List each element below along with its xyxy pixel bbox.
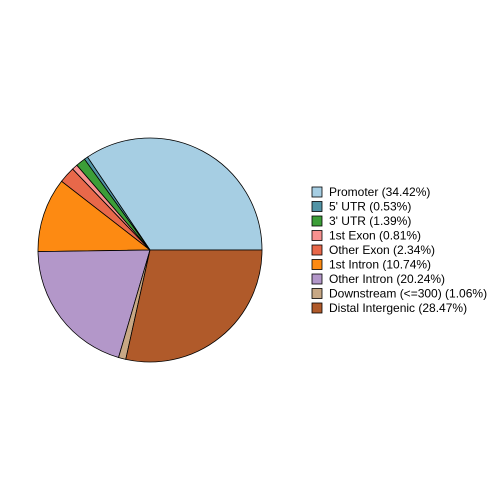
- legend-label: Promoter (34.42%): [329, 185, 430, 199]
- legend-label: 1st Intron (10.74%): [329, 258, 431, 272]
- legend-swatch: [311, 215, 323, 227]
- pie-slice: [37, 249, 151, 358]
- legend-label: Other Exon (2.34%): [329, 243, 435, 257]
- legend-swatch: [311, 201, 323, 212]
- legend-swatch: [311, 273, 323, 285]
- legend-swatch: [311, 186, 323, 198]
- legend-label: Downstream (<=300) (1.06%): [329, 287, 487, 301]
- legend-label: 5' UTR (0.53%): [329, 200, 411, 214]
- legend-label: Other Intron (20.24%): [329, 272, 445, 286]
- legend-swatch: [311, 288, 323, 299]
- legend-swatch: [311, 259, 323, 270]
- pie-slice: [37, 180, 152, 253]
- legend-label: 3' UTR (1.39%): [329, 214, 411, 228]
- legend-label: 1st Exon (0.81%): [329, 229, 421, 243]
- pie-slice: [86, 137, 263, 251]
- legend-swatch: [311, 244, 323, 256]
- legend-swatch: [311, 302, 323, 314]
- pie-slice: [125, 249, 263, 363]
- legend-swatch: [311, 230, 323, 241]
- legend-label: Distal Intergenic (28.47%): [329, 301, 467, 315]
